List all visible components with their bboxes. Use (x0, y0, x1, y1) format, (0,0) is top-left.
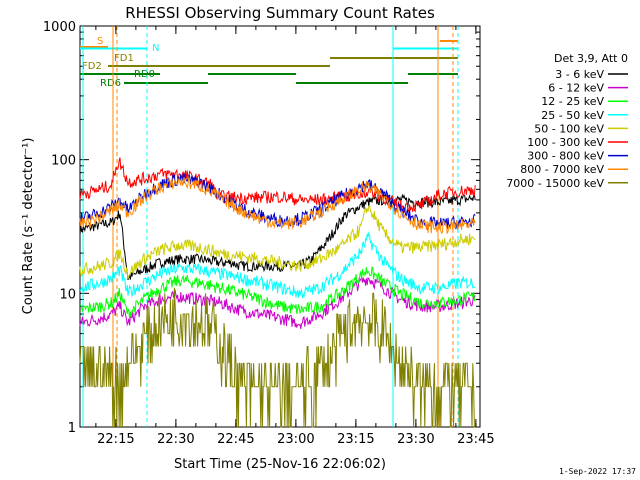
series-line-7000-15000-kev (79, 287, 476, 428)
x-tick-label-5: 23:30 (397, 432, 434, 447)
flag-n-label: N (152, 43, 159, 54)
chart-title: RHESSI Observing Summary Count Rates (125, 4, 435, 22)
series-line-800-7000-kev (79, 175, 476, 235)
x-tick-label-3: 23:00 (277, 432, 314, 447)
y-tick-label-3: 1000 (43, 20, 76, 35)
legend-header: Det 3,9, Att 0 (554, 52, 628, 65)
series-line-25-50-kev (79, 231, 476, 299)
legend-label-300-800-kev: 300 - 800 keV (527, 150, 604, 163)
y-tick-label-2: 100 (51, 154, 76, 169)
flag-s-label: S (97, 36, 103, 47)
legend-label-25-50-kev: 25 - 50 keV (541, 109, 604, 122)
flag-bars: S N FD1 FD2 RD0 RD6 (80, 36, 458, 89)
footer-date: 1-Sep-2022 17:37 (559, 467, 636, 476)
series-line-6-12-kev (79, 275, 476, 329)
x-tick-label-2: 22:45 (217, 432, 254, 447)
legend-label-6-12-kev: 6 - 12 keV (548, 82, 604, 95)
x-tick-label-0: 22:15 (97, 432, 134, 447)
y-axis-label: Count Rate (s⁻¹ detector⁻¹) (21, 138, 36, 315)
y-tick-label-0: 1 (68, 421, 76, 436)
series-line-12-25-kev (79, 266, 476, 320)
legend-label-12-25-kev: 12 - 25 keV (541, 95, 604, 108)
x-tick-label-4: 23:15 (337, 432, 374, 447)
x-tick-label-1: 22:30 (157, 432, 194, 447)
series-line-50-100-kev (79, 204, 476, 279)
series-line-3-6-kev (79, 193, 476, 281)
x-axis-label: Start Time (25-Nov-16 22:06:02) (174, 457, 386, 472)
x-tick-label-6: 23:45 (457, 432, 494, 447)
plot-area-frame (79, 25, 481, 428)
flag-rd6-label: RD6 (100, 78, 121, 89)
series-layer (79, 157, 476, 428)
flag-rd0-label: RD0 (134, 69, 155, 80)
legend-label-3-6-kev: 3 - 6 keV (555, 68, 604, 81)
series-line-100-300-kev (79, 157, 476, 214)
legend-label-800-7000-kev: 800 - 7000 keV (520, 163, 604, 176)
y-tick-label-1: 10 (59, 287, 76, 302)
x-axis: 22:15 22:30 22:45 23:00 23:15 23:30 23:45 (95, 26, 495, 447)
flag-fd1-label: FD1 (114, 53, 134, 64)
legend-label-100-300-kev: 100 - 300 keV (527, 136, 604, 149)
legend-label-7000-15000-kev: 7000 - 15000 keV (506, 177, 604, 190)
legend-label-50-100-kev: 50 - 100 keV (534, 122, 604, 135)
series-line-300-800-kev (79, 173, 476, 231)
flag-fd2-label: FD2 (82, 61, 102, 72)
